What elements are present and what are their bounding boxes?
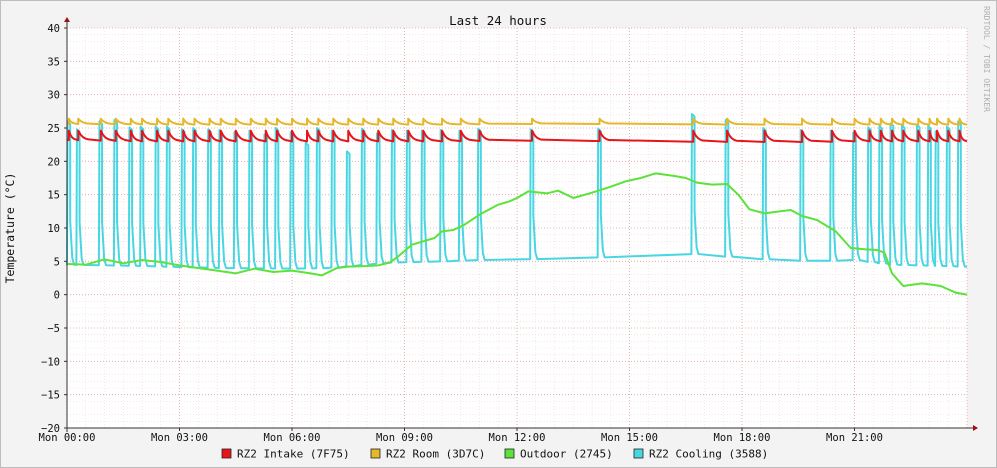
- y-tick-label: 40: [47, 23, 60, 35]
- x-tick-label: Mon 03:00: [151, 432, 208, 444]
- y-tick-label: 10: [47, 223, 60, 235]
- y-tick-label: 35: [47, 56, 60, 68]
- series-line-rz2-room: [66, 117, 968, 126]
- y-tick-label: 25: [47, 123, 60, 135]
- grid: [66, 27, 968, 429]
- watermark: RRDTOOL / TOBI OETIKER: [982, 6, 991, 112]
- x-tick-label: Mon 09:00: [376, 432, 433, 444]
- axes: [64, 17, 978, 432]
- y-tick-label: 0: [54, 290, 60, 302]
- legend-label-outdoor: Outdoor (2745): [520, 448, 613, 461]
- y-tick-labels: 40 35 30 25 20 15 10 5 0 −5 −10 −15 −20: [41, 23, 67, 435]
- x-tick-label: Mon 15:00: [601, 432, 658, 444]
- x-tick-label: Mon 00:00: [39, 432, 96, 444]
- y-tick-label: −20: [41, 423, 60, 435]
- legend-label-rz2-room: RZ2 Room (3D7C): [386, 448, 485, 461]
- y-tick-label: 15: [47, 190, 60, 202]
- series-line-rz2-intake: [66, 129, 968, 143]
- y-axis-label: Temperature (°C): [3, 173, 17, 284]
- x-tick-labels: Mon 00:00 Mon 03:00 Mon 06:00 Mon 09:00 Mon …: [39, 428, 883, 444]
- legend: RZ2 Intake (7F75) RZ2 Room (3D7C) Outdoor …: [221, 448, 768, 461]
- legend-swatch-rz2-room: [370, 448, 381, 459]
- x-axis-arrow: [973, 425, 978, 431]
- x-tick-label: Mon 06:00: [264, 432, 321, 444]
- y-tick-label: −5: [47, 323, 60, 335]
- legend-label-rz2-cooling: RZ2 Cooling (3588): [649, 448, 768, 461]
- legend-swatch-outdoor: [504, 448, 515, 459]
- y-tick-label: 30: [47, 90, 60, 102]
- series-line-outdoor: [66, 172, 968, 296]
- legend-label-rz2-intake: RZ2 Intake (7F75): [237, 448, 350, 461]
- x-tick-label: Mon 21:00: [826, 432, 883, 444]
- y-tick-label: −15: [41, 390, 60, 402]
- y-tick-label: 5: [54, 256, 60, 268]
- legend-swatch-rz2-intake: [221, 448, 232, 459]
- chart-title: Last 24 hours: [449, 13, 547, 28]
- y-tick-label: 20: [47, 156, 60, 168]
- y-axis-arrow: [64, 17, 70, 22]
- x-tick-label: Mon 12:00: [489, 432, 546, 444]
- legend-swatch-rz2-cooling: [633, 448, 644, 459]
- series-layer: [66, 113, 968, 296]
- x-tick-label: Mon 18:00: [714, 432, 771, 444]
- y-tick-label: −10: [41, 356, 60, 368]
